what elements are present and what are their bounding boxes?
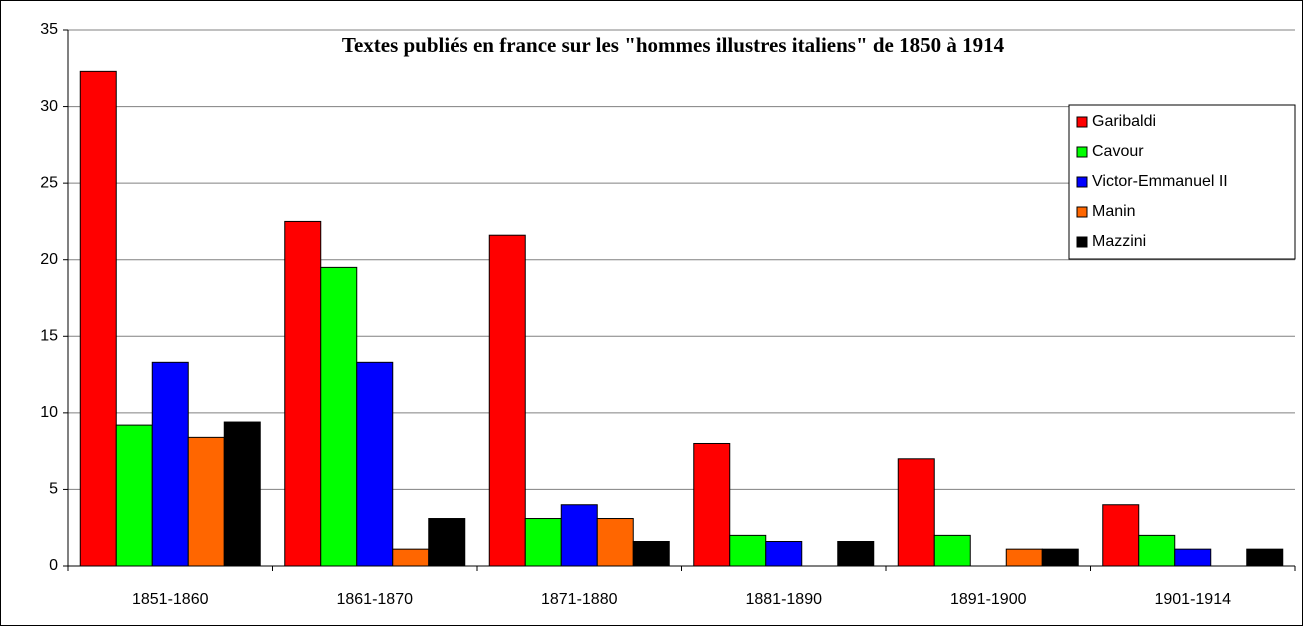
x-tick-label: 1871-1880 [541, 591, 618, 608]
x-tick-label: 1851-1860 [132, 591, 209, 608]
bar [1138, 534, 1176, 567]
bar [320, 266, 358, 567]
bar [488, 234, 526, 567]
legend-label: Victor-Emmanuel II [1092, 173, 1228, 190]
bar [1041, 548, 1079, 567]
legend-label: Manin [1092, 203, 1136, 220]
legend-label: Garibaldi [1092, 113, 1156, 130]
bar [151, 361, 189, 567]
legend-swatch [1076, 176, 1088, 188]
bar [693, 442, 731, 567]
bar [1005, 548, 1043, 567]
x-tick-label: 1881-1890 [745, 591, 822, 608]
y-tick-label: 15 [40, 328, 58, 345]
x-tick-label: 1901-1914 [1154, 591, 1231, 608]
y-tick-label: 20 [40, 251, 58, 268]
bar [596, 518, 634, 567]
bar [729, 534, 767, 567]
bar [560, 504, 598, 567]
bar [933, 534, 971, 567]
bar [79, 70, 117, 567]
bar [392, 548, 430, 567]
y-tick-label: 30 [40, 98, 58, 115]
bar [1174, 548, 1212, 567]
bar [428, 518, 466, 567]
legend-label: Mazzini [1092, 233, 1146, 250]
bar [897, 458, 935, 567]
bar [356, 361, 394, 567]
bar [223, 421, 261, 567]
chart-title: Textes publiés en france sur les "hommes… [342, 33, 1005, 57]
y-tick-label: 10 [40, 404, 58, 421]
y-tick-label: 35 [40, 21, 58, 38]
bar [1246, 548, 1284, 567]
x-tick-label: 1891-1900 [950, 591, 1027, 608]
legend-swatch [1076, 116, 1088, 128]
legend-swatch [1076, 146, 1088, 158]
legend-box [1068, 104, 1296, 260]
bar [1102, 504, 1140, 567]
bar [632, 540, 670, 567]
legend-label: Cavour [1092, 143, 1144, 160]
y-tick-label: 25 [40, 174, 58, 191]
bar [765, 540, 803, 567]
x-tick-label: 1861-1870 [336, 591, 413, 608]
y-tick-label: 5 [49, 481, 58, 498]
legend-swatch [1076, 206, 1088, 218]
legend-swatch [1076, 236, 1088, 248]
bar [115, 424, 153, 567]
bar [284, 220, 322, 567]
bar [837, 540, 875, 567]
bar [524, 518, 562, 567]
y-tick-label: 0 [49, 557, 58, 574]
bar [187, 436, 225, 567]
